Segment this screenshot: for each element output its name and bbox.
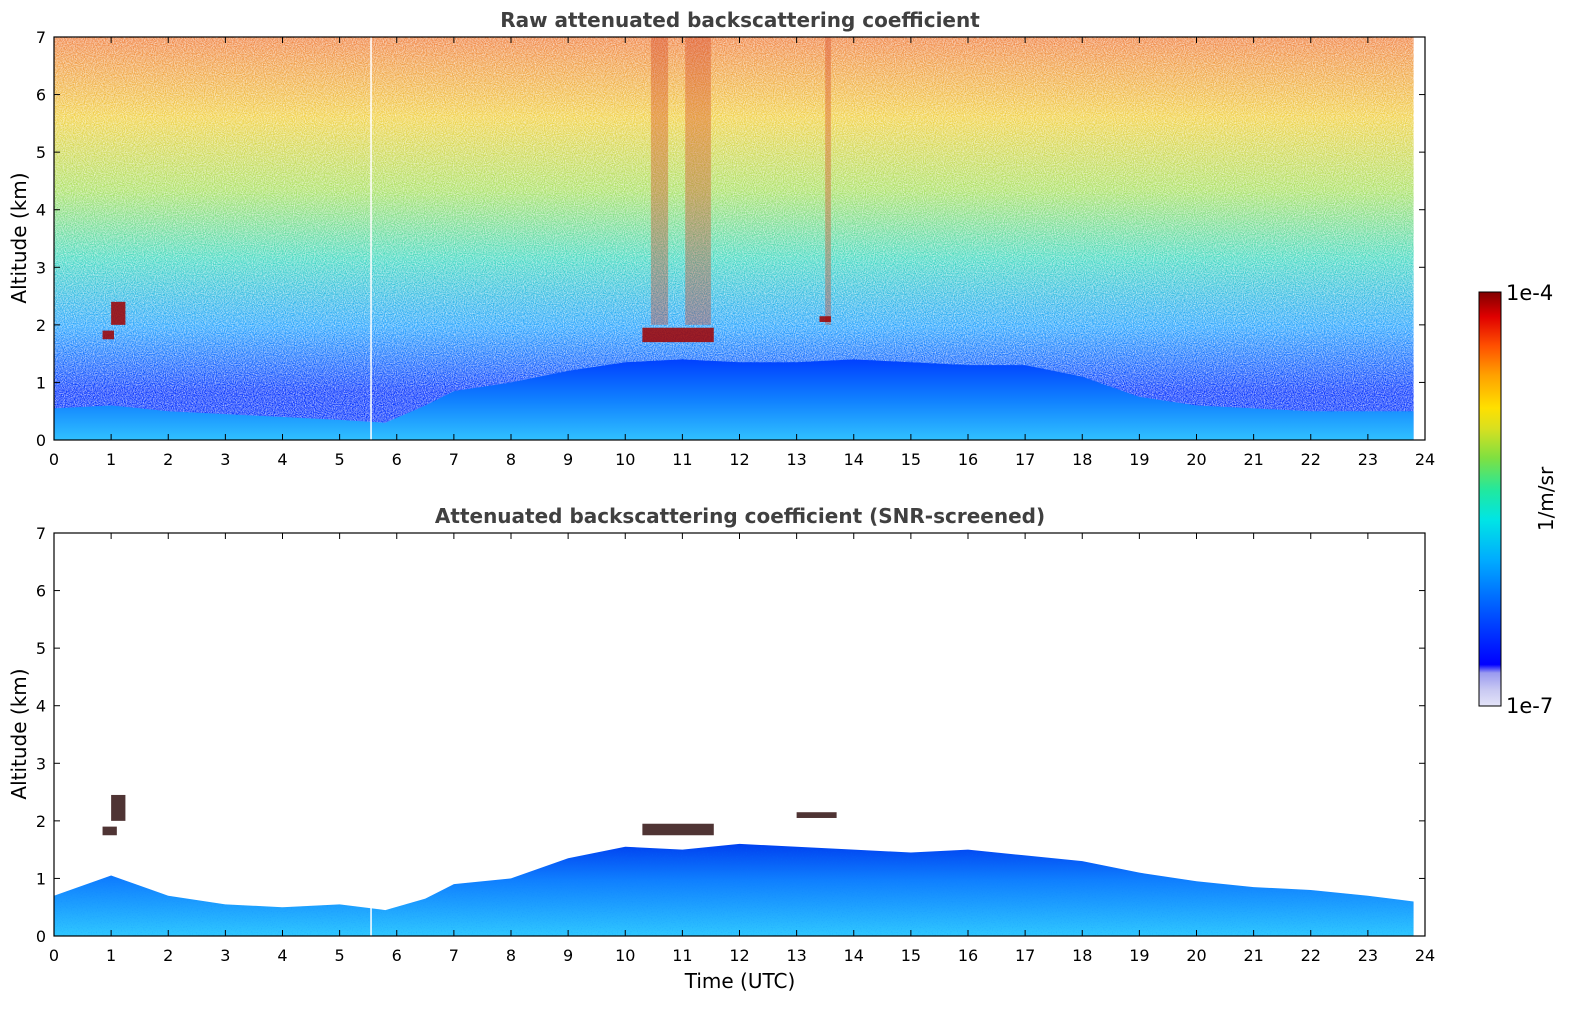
screened-y-axis-label: Altitude (km) xyxy=(7,668,31,799)
y-tick-label: 2 xyxy=(36,316,46,335)
x-tick-label: 22 xyxy=(1301,946,1321,965)
x-tick-label: 9 xyxy=(563,450,573,469)
cloud-layer xyxy=(102,330,114,340)
x-tick-label: 23 xyxy=(1358,450,1378,469)
screened-chart-title: Attenuated backscattering coefficient (S… xyxy=(435,504,1045,528)
y-tick-label: 1 xyxy=(36,869,46,888)
noisy-column xyxy=(825,37,831,325)
raw-y-axis-label: Altitude (km) xyxy=(7,172,31,303)
y-tick-label: 6 xyxy=(36,582,46,601)
x-tick-label: 7 xyxy=(449,946,459,965)
y-tick-label: 5 xyxy=(36,143,46,162)
x-tick-label: 24 xyxy=(1415,450,1435,469)
x-tick-label: 23 xyxy=(1358,946,1378,965)
cloud-layer xyxy=(642,327,714,343)
x-tick-label: 16 xyxy=(958,450,978,469)
screened-heatmap-area xyxy=(54,794,1414,936)
x-tick-label: 24 xyxy=(1415,946,1435,965)
x-tick-label: 15 xyxy=(901,946,921,965)
x-tick-label: 21 xyxy=(1243,450,1263,469)
x-tick-label: 16 xyxy=(958,946,978,965)
snr-screened-panel: Attenuated backscattering coefficient (S… xyxy=(7,504,1435,993)
y-tick-label: 0 xyxy=(36,927,46,946)
y-tick-label: 5 xyxy=(36,639,46,658)
x-tick-label: 8 xyxy=(506,946,516,965)
x-tick-label: 11 xyxy=(672,946,692,965)
x-tick-label: 15 xyxy=(901,450,921,469)
x-tick-label: 4 xyxy=(277,450,287,469)
x-tick-label: 20 xyxy=(1186,450,1206,469)
x-tick-label: 18 xyxy=(1072,450,1092,469)
raw-heatmap-area xyxy=(54,37,1414,440)
y-tick-label: 1 xyxy=(36,373,46,392)
cloud-layer xyxy=(102,826,117,836)
colorbar: 1e-4 1e-7 1/m/sr xyxy=(1478,281,1558,718)
colorbar-gradient xyxy=(1478,291,1502,707)
x-tick-label: 20 xyxy=(1186,946,1206,965)
x-tick-label: 4 xyxy=(277,946,287,965)
y-tick-label: 7 xyxy=(36,524,46,543)
cloud-layer xyxy=(111,301,126,325)
x-tick-label: 8 xyxy=(506,450,516,469)
x-tick-label: 10 xyxy=(615,946,635,965)
x-tick-label: 19 xyxy=(1129,450,1149,469)
y-tick-label: 2 xyxy=(36,812,46,831)
y-tick-label: 4 xyxy=(36,201,46,220)
x-tick-label: 13 xyxy=(786,450,806,469)
x-tick-label: 2 xyxy=(163,946,173,965)
x-tick-label: 1 xyxy=(106,450,116,469)
x-tick-label: 19 xyxy=(1129,946,1149,965)
raw-y-axis-ticks: 0 1 2 3 4 5 6 7 xyxy=(36,28,1425,450)
cloud-layer xyxy=(796,812,837,818)
x-tick-label: 0 xyxy=(49,946,59,965)
x-tick-label: 5 xyxy=(335,946,345,965)
x-tick-label: 14 xyxy=(844,946,864,965)
x-tick-label: 6 xyxy=(392,450,402,469)
cloud-layer xyxy=(819,316,831,322)
x-tick-label: 10 xyxy=(615,450,635,469)
x-tick-label: 22 xyxy=(1301,450,1321,469)
x-tick-label: 3 xyxy=(220,946,230,965)
x-tick-label: 5 xyxy=(335,450,345,469)
x-tick-label: 18 xyxy=(1072,946,1092,965)
x-tick-label: 21 xyxy=(1243,946,1263,965)
y-tick-label: 0 xyxy=(36,431,46,450)
x-tick-label: 17 xyxy=(1015,946,1035,965)
x-tick-label: 13 xyxy=(786,946,806,965)
x-tick-label: 12 xyxy=(729,946,749,965)
x-tick-label: 12 xyxy=(729,450,749,469)
raw-x-axis-ticks: 0 1 2 3 4 5 6 7 8 9 10 11 12 13 14 15 16 17 18 19 20 21 22 23 24 xyxy=(49,37,1435,469)
cloud-layer xyxy=(642,823,714,836)
x-tick-label: 3 xyxy=(220,450,230,469)
screened-x-axis-ticks: 0 1 2 3 4 5 6 7 8 9 10 11 12 13 14 15 16 17 18 19 20 21 22 23 24 xyxy=(49,533,1435,965)
y-tick-label: 3 xyxy=(36,258,46,277)
y-tick-label: 6 xyxy=(36,86,46,105)
colorbar-min-label: 1e-7 xyxy=(1506,694,1553,718)
x-tick-label: 7 xyxy=(449,450,459,469)
raw-backscatter-panel: Raw attenuated backscattering coefficien… xyxy=(7,8,1435,469)
x-tick-label: 2 xyxy=(163,450,173,469)
raw-chart-title: Raw attenuated backscattering coefficien… xyxy=(500,8,980,32)
noisy-column xyxy=(650,37,669,325)
cloud-layer xyxy=(111,794,126,821)
x-tick-label: 11 xyxy=(672,450,692,469)
x-tick-label: 6 xyxy=(392,946,402,965)
y-tick-label: 3 xyxy=(36,754,46,773)
screened-y-axis-ticks: 0 1 2 3 4 5 6 7 xyxy=(36,524,1425,946)
y-tick-label: 7 xyxy=(36,28,46,47)
colorbar-unit-label: 1/m/sr xyxy=(1534,466,1558,531)
x-tick-label: 14 xyxy=(844,450,864,469)
colorbar-max-label: 1e-4 xyxy=(1506,281,1553,305)
x-tick-label: 0 xyxy=(49,450,59,469)
x-tick-label: 9 xyxy=(563,946,573,965)
x-tick-label: 17 xyxy=(1015,450,1035,469)
x-tick-label: 1 xyxy=(106,946,116,965)
x-axis-label: Time (UTC) xyxy=(684,969,796,993)
y-tick-label: 4 xyxy=(36,697,46,716)
boundary-layer-texture xyxy=(54,843,1414,936)
noisy-column xyxy=(685,37,711,325)
boundary-layer xyxy=(54,359,1414,440)
